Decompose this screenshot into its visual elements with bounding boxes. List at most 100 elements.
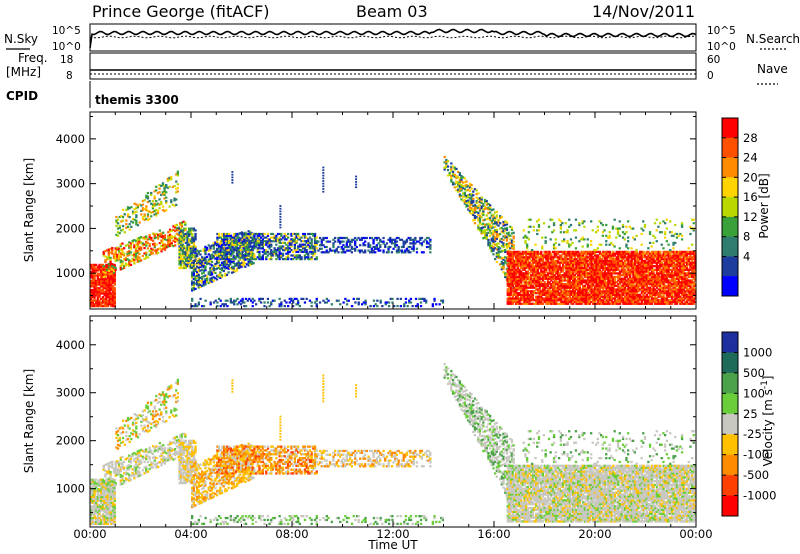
heatmap-cell xyxy=(110,303,113,306)
heatmap-cell xyxy=(526,281,529,284)
heatmap-cell xyxy=(248,254,251,257)
heatmap-cell xyxy=(639,256,642,259)
heatmap-cell xyxy=(394,245,397,249)
heatmap-cell xyxy=(230,246,234,249)
heatmap-cell xyxy=(350,238,353,241)
heatmap-cell xyxy=(572,299,575,302)
heatmap-cell xyxy=(617,288,620,291)
heatmap-cell xyxy=(640,279,643,282)
heatmap-cell xyxy=(483,229,487,232)
heatmap-cell xyxy=(229,245,232,248)
heatmap-cell xyxy=(186,236,189,239)
heatmap-cell xyxy=(598,293,602,296)
heatmap-cell xyxy=(630,261,633,264)
heatmap-cell xyxy=(560,275,563,279)
heatmap-cell xyxy=(202,271,205,274)
heatmap-cell xyxy=(507,231,510,234)
heatmap-cell xyxy=(128,262,131,265)
heatmap-cell xyxy=(565,265,568,268)
heatmap-cell xyxy=(623,302,627,305)
heatmap-cell xyxy=(640,266,643,270)
heatmap-cell xyxy=(548,302,551,305)
heatmap-cell xyxy=(266,234,270,237)
heatmap-cell xyxy=(607,274,610,277)
heatmap-cell xyxy=(635,283,638,286)
heatmap-cell xyxy=(494,240,497,243)
heatmap-cell xyxy=(607,290,610,293)
heatmap-cell xyxy=(530,254,533,257)
heatmap-cell xyxy=(577,290,580,293)
heatmap-cell xyxy=(180,256,183,259)
heatmap-cell xyxy=(114,267,117,270)
heatmap-cell xyxy=(207,281,210,285)
heatmap-cell xyxy=(194,250,197,253)
heatmap-cell xyxy=(128,216,131,219)
heatmap-cell xyxy=(209,279,212,282)
heatmap-cell xyxy=(618,275,622,279)
heatmap-cell xyxy=(526,250,529,253)
heatmap-cell xyxy=(315,243,318,246)
heatmap-cell xyxy=(639,281,642,284)
heatmap-cell xyxy=(180,234,183,237)
heatmap-cell xyxy=(575,275,578,279)
heatmap-cell xyxy=(93,278,96,281)
heatmap-cell xyxy=(330,249,333,252)
heatmap-cell xyxy=(189,258,192,261)
heatmap-cell xyxy=(568,284,571,287)
heatmap-cell xyxy=(555,250,558,253)
heatmap-cell xyxy=(387,251,390,254)
heatmap-cell xyxy=(548,268,551,271)
heatmap-cell xyxy=(480,205,483,208)
heatmap-cell xyxy=(602,263,605,266)
heatmap-cell xyxy=(487,242,490,245)
heatmap-cell xyxy=(578,265,581,268)
heatmap-cell xyxy=(583,252,586,255)
heatmap-cell xyxy=(490,219,493,222)
heatmap-cell xyxy=(510,286,513,289)
heatmap-cell xyxy=(409,236,412,240)
heatmap-cell xyxy=(504,250,507,253)
heatmap-cell xyxy=(510,283,513,286)
heatmap-cell xyxy=(627,295,630,298)
heatmap-cell xyxy=(463,177,466,180)
heatmap-cell xyxy=(108,296,111,299)
heatmap-cell xyxy=(453,175,456,178)
heatmap-cell xyxy=(602,288,605,291)
heatmap-cell xyxy=(101,288,105,292)
heatmap-cell xyxy=(225,239,229,242)
heatmap-cell xyxy=(523,250,526,253)
heatmap-cell xyxy=(567,292,570,295)
heatmap-cell xyxy=(258,258,261,261)
heatmap-cell xyxy=(163,209,166,213)
heatmap-cell xyxy=(114,258,117,261)
heatmap-cell xyxy=(98,279,101,283)
heatmap-cell xyxy=(492,219,495,222)
heatmap-cell xyxy=(265,252,268,255)
heatmap-cell xyxy=(258,234,261,237)
heatmap-cell xyxy=(290,232,293,236)
heatmap-cell xyxy=(505,232,509,235)
heatmap-cell xyxy=(287,250,290,253)
heatmap-cell xyxy=(251,245,254,248)
heatmap-cell xyxy=(550,293,553,296)
heatmap-cell xyxy=(508,265,511,268)
heatmap-cell xyxy=(607,281,610,284)
heatmap-cell xyxy=(116,231,120,234)
heatmap-cell xyxy=(551,300,555,304)
heatmap-cell xyxy=(613,302,617,305)
heatmap-cell xyxy=(244,250,248,253)
heatmap-cell xyxy=(535,258,538,261)
heatmap-cell xyxy=(283,241,286,244)
heatmap-cell xyxy=(629,261,632,264)
heatmap-cell xyxy=(181,247,184,250)
heatmap-cell xyxy=(315,236,318,239)
heatmap-cell xyxy=(229,258,232,261)
heatmap-cell xyxy=(295,254,298,257)
heatmap-cell xyxy=(572,252,575,255)
heatmap-cell xyxy=(627,263,630,266)
heatmap-cell xyxy=(93,285,96,288)
heatmap-cell xyxy=(90,272,93,275)
heatmap-cell xyxy=(477,212,480,215)
heatmap-cell xyxy=(113,299,116,302)
heatmap-cell xyxy=(128,252,131,255)
